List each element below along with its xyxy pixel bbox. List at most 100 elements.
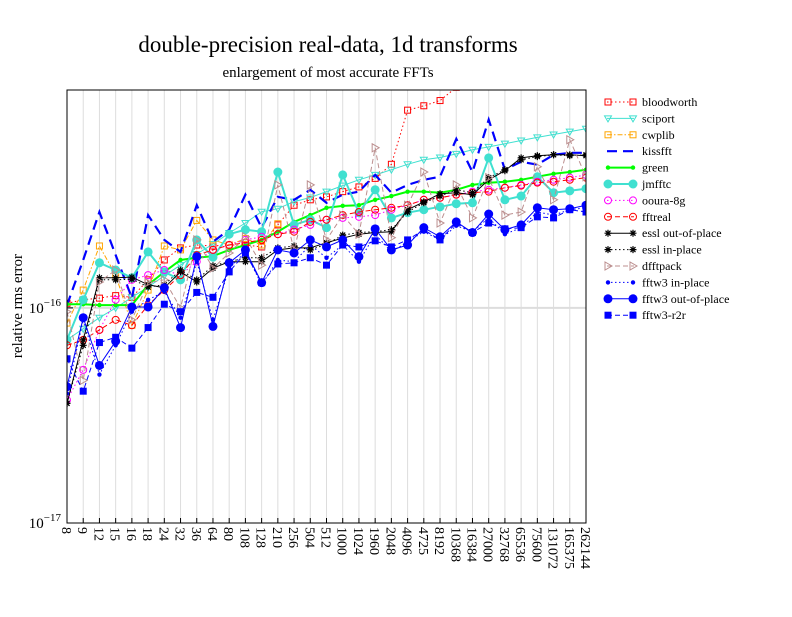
x-ticks: 8 9 12 15 16 18 24 32 36 64 80 108 128 210 256 504 512 10…: [58, 518, 592, 569]
data-point: [484, 187, 493, 196]
data-point: [178, 315, 183, 320]
data-point: [176, 262, 185, 270]
data-point: [603, 294, 613, 304]
legend-item: fftw3 in-place: [605, 275, 709, 289]
chart-title: double-precision real-data, 1d transform…: [138, 32, 517, 57]
data-point: [604, 261, 614, 271]
data-point: [354, 176, 364, 185]
data-point: [371, 142, 381, 153]
data-point: [193, 216, 201, 224]
legend-item: sciport: [603, 111, 675, 125]
data-point: [468, 229, 476, 237]
data-point: [241, 254, 249, 262]
x-tick-label: 8: [58, 527, 73, 534]
data-point: [451, 150, 461, 159]
data-point: [468, 213, 478, 223]
x-tick-label: 10368: [447, 527, 462, 562]
data-point: [209, 293, 217, 301]
data-point: [273, 245, 283, 255]
data-point: [405, 189, 410, 194]
data-point: [144, 271, 153, 280]
data-point: [306, 220, 315, 229]
legend-label: ooura-8g: [642, 193, 685, 207]
data-point: [127, 302, 137, 312]
data-point: [225, 268, 233, 276]
x-tick-label: 4096: [399, 527, 414, 555]
data-point: [111, 295, 120, 304]
data-point: [208, 245, 217, 254]
data-point: [241, 258, 249, 266]
data-point: [404, 200, 413, 211]
data-point: [193, 288, 201, 296]
data-point: [112, 276, 120, 284]
data-point: [339, 231, 347, 239]
data-point: [258, 258, 266, 266]
data-point: [532, 203, 542, 213]
series-line: [67, 90, 454, 304]
data-point: [452, 219, 460, 227]
x-tick-label: 12: [90, 527, 105, 541]
data-point: [78, 295, 88, 305]
data-point: [78, 325, 88, 334]
data-point: [628, 179, 638, 189]
data-point: [112, 265, 121, 275]
y-axis-label: relative rms error: [10, 254, 26, 358]
data-point: [324, 205, 329, 210]
x-tick-label: 32: [172, 527, 187, 541]
data-point: [225, 241, 234, 250]
data-point: [67, 391, 70, 396]
data-point: [566, 206, 574, 214]
data-point: [371, 205, 380, 214]
data-point: [419, 156, 429, 165]
data-point: [241, 231, 251, 242]
data-point: [566, 152, 574, 160]
data-point: [79, 365, 88, 374]
data-point: [290, 259, 298, 267]
data-point: [451, 199, 461, 209]
x-tick-label: 2048: [382, 527, 397, 555]
x-tick-label: 75600: [528, 527, 543, 562]
legend-label: green: [642, 161, 669, 175]
data-point: [565, 186, 575, 196]
legend-label: fftreal: [642, 210, 672, 224]
data-point: [629, 311, 637, 319]
data-point: [355, 229, 364, 240]
data-point: [143, 302, 153, 312]
x-tick-label: 65536: [512, 527, 527, 562]
data-point: [551, 171, 556, 177]
data-point: [322, 242, 331, 252]
data-point: [387, 166, 396, 175]
x-tick-label: 108: [236, 527, 251, 548]
series-kissfft: [67, 115, 586, 306]
data-point: [145, 297, 151, 303]
data-point: [386, 213, 396, 223]
data-point: [97, 372, 102, 377]
grid: [67, 90, 586, 523]
data-point: [628, 115, 638, 123]
data-point: [629, 98, 637, 106]
data-point: [484, 143, 494, 152]
data-point: [501, 166, 509, 174]
data-point: [306, 246, 314, 254]
series-line: [67, 138, 586, 381]
series-cwplib: [67, 216, 282, 329]
data-point: [79, 341, 87, 349]
data-point: [354, 252, 364, 262]
data-point: [95, 339, 103, 347]
x-tick-label: 1960: [366, 527, 381, 555]
data-point: [338, 182, 348, 191]
data-point: [604, 311, 612, 319]
data-point: [565, 128, 575, 137]
data-point: [452, 186, 460, 194]
data-point: [176, 323, 186, 333]
data-point: [340, 203, 345, 209]
data-point: [370, 185, 380, 195]
data-point: [95, 314, 104, 323]
data-point: [354, 208, 363, 217]
x-tick-label: 262144: [577, 527, 592, 569]
data-point: [306, 196, 314, 204]
x-tick-label: 36: [188, 527, 203, 541]
x-tick-label: 165375: [561, 527, 576, 569]
legend-item: essl out-of-place: [604, 226, 722, 240]
